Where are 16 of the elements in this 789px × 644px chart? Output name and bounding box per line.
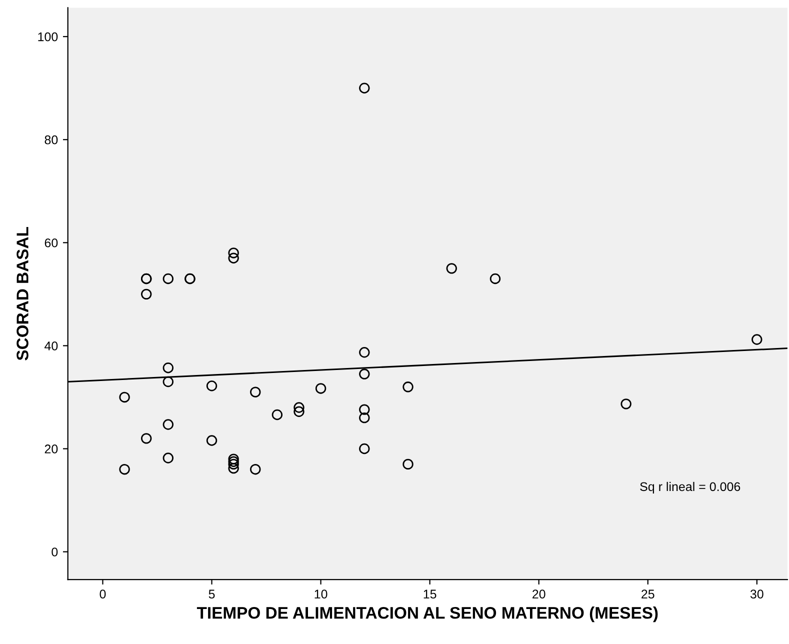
x-tick-label: 15	[424, 590, 436, 599]
y-tick-label: 0	[52, 548, 58, 556]
x-tick-label: 30	[750, 590, 764, 599]
x-tick-label: 0	[100, 590, 106, 599]
y-axis-title: SCORAD BASAL	[16, 227, 28, 360]
x-tick-label: 20	[532, 590, 546, 599]
y-tick-label: 80	[44, 135, 58, 144]
y-tick-label: 60	[44, 238, 58, 248]
x-axis-title: TIEMPO DE ALIMENTACION AL SENO MATERNO (MESES)	[196, 606, 658, 622]
y-tick-label: 20	[44, 444, 58, 454]
x-tick-label: 25	[642, 590, 654, 599]
annotation: Sq r lineal = 0.006	[640, 482, 740, 494]
x-tick-label: 10	[314, 590, 328, 599]
y-tick-label: 40	[44, 342, 58, 350]
y-tick-label: 100	[38, 32, 58, 42]
x-tick-label: 5	[208, 590, 215, 599]
